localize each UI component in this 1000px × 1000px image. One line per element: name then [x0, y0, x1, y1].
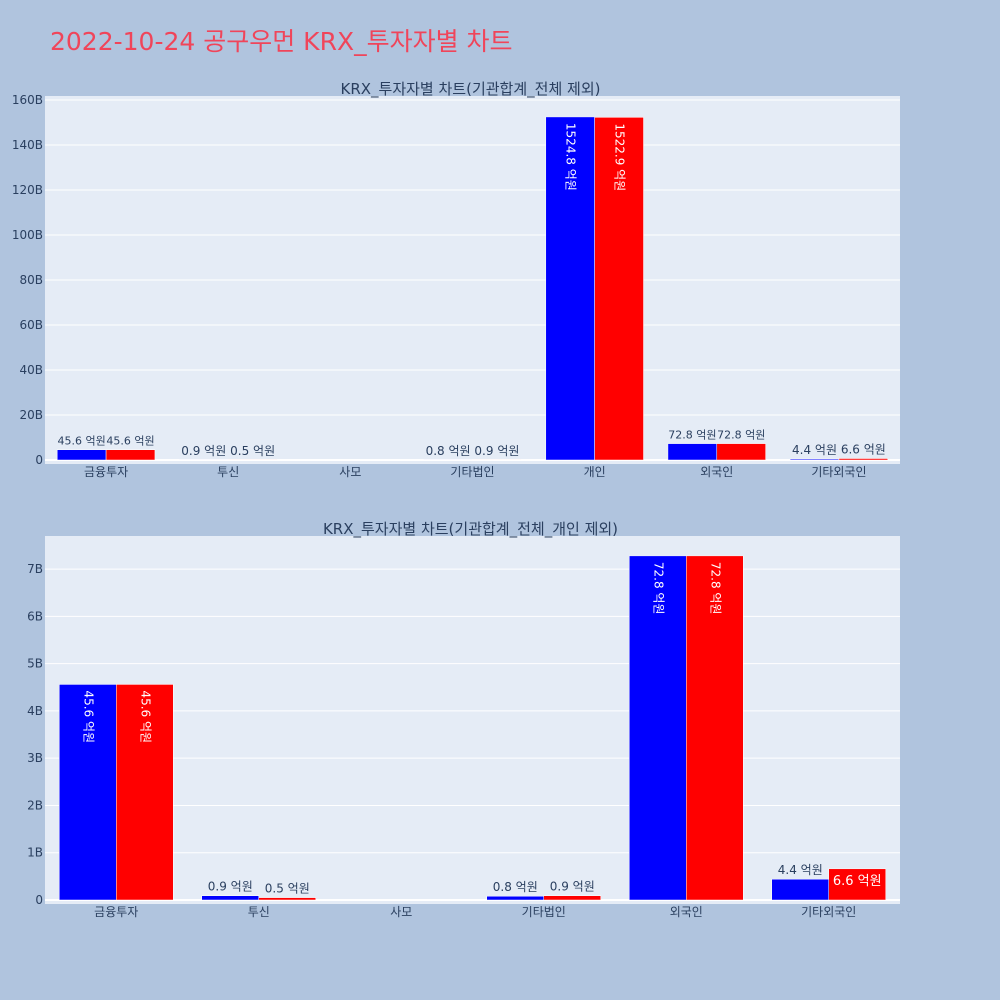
- y-tick-label: 0: [35, 893, 43, 907]
- bar: [105, 449, 156, 461]
- chart-title: KRX_투자자별 차트(기관합계_전체 제외): [341, 80, 601, 99]
- x-tick-label: 기타법인: [450, 465, 494, 479]
- data-label: 72.8 억원: [651, 562, 665, 615]
- bar: [828, 868, 886, 901]
- y-tick-label: 140B: [12, 138, 43, 152]
- x-tick-label: 금융투자: [84, 465, 128, 479]
- data-label: 45.6 억원: [58, 435, 106, 448]
- y-tick-label: 1B: [27, 846, 43, 860]
- y-tick-label: 120B: [12, 183, 43, 197]
- y-tick-label: 80B: [19, 273, 43, 287]
- data-label: 0.5 억원: [265, 882, 310, 896]
- x-tick-label: 투신: [217, 465, 239, 479]
- bar: [686, 555, 744, 901]
- y-tick-label: 3B: [27, 751, 43, 765]
- data-label: 1524.8 억원: [564, 123, 578, 191]
- x-tick-label: 사모: [339, 465, 361, 479]
- data-label: 72.8 억원: [717, 429, 765, 442]
- chart-title: KRX_투자자별 차트(기관합계_전체_개인 제외): [323, 520, 618, 539]
- bar: [789, 458, 840, 461]
- y-tick-label: 40B: [19, 363, 43, 377]
- y-tick-label: 20B: [19, 408, 43, 422]
- x-tick-label: 금융투자: [94, 905, 138, 919]
- data-label: 72.8 억원: [668, 429, 716, 442]
- data-label: 4.4 억원: [778, 863, 823, 877]
- data-label: 45.6 억원: [106, 435, 154, 448]
- bar: [771, 878, 829, 901]
- data-label: 45.6 억원: [81, 690, 95, 743]
- data-label: 0.9 억원: [181, 444, 226, 458]
- data-label: 0.5 억원: [230, 444, 275, 458]
- data-label: 6.6 억원: [833, 874, 882, 889]
- x-tick-label: 사모: [390, 905, 412, 919]
- bar: [543, 895, 601, 901]
- x-tick-label: 외국인: [670, 905, 703, 919]
- data-label: 0.9 억원: [474, 444, 519, 458]
- bar: [201, 895, 259, 901]
- bar-chart-1: KRX_투자자별 차트(기관합계_전체 제외) 0 20B 40B 60B 80B 100B…: [12, 80, 900, 479]
- bar: [116, 684, 174, 901]
- data-label: 1522.9 억원: [613, 123, 627, 191]
- bar: [629, 555, 687, 901]
- data-label: 0.8 억원: [493, 880, 538, 894]
- bar: [594, 117, 644, 461]
- y-tick-label: 2B: [27, 798, 43, 812]
- y-tick-label: 60B: [19, 318, 43, 332]
- y-tick-label: 160B: [12, 93, 43, 107]
- x-tick-label: 개인: [584, 465, 606, 479]
- y-tick-label: 5B: [27, 657, 43, 671]
- x-tick-label: 외국인: [700, 465, 733, 479]
- bar: [56, 449, 107, 461]
- y-tick-label: 6B: [27, 609, 43, 623]
- bar: [667, 443, 718, 461]
- x-tick-label: 기타법인: [522, 905, 566, 919]
- x-tick-label: 기타외국인: [811, 465, 866, 479]
- bar: [545, 116, 595, 461]
- bar: [486, 895, 544, 901]
- plot-area: [45, 536, 900, 904]
- y-tick-label: 100B: [12, 228, 43, 242]
- bar: [838, 458, 889, 461]
- data-label: 4.4 억원: [792, 443, 837, 457]
- data-label: 72.8 억원: [708, 562, 722, 615]
- page-title: 2022-10-24 공구우먼 KRX_투자자별 차트: [50, 27, 513, 56]
- bar-chart-2: KRX_투자자별 차트(기관합계_전체_개인 제외) 0 1B 2B 3B 4B 5B 6B 7…: [27, 520, 900, 919]
- data-label: 0.9 억원: [208, 880, 253, 894]
- y-tick-label: 4B: [27, 704, 43, 718]
- y-tick-label: 0: [35, 453, 43, 467]
- x-tick-label: 투신: [248, 905, 270, 919]
- y-tick-label: 7B: [27, 562, 43, 576]
- data-label: 6.6 억원: [841, 443, 886, 457]
- bar: [716, 443, 766, 461]
- data-label: 0.8 억원: [426, 444, 471, 458]
- bar: [59, 684, 117, 901]
- data-label: 45.6 억원: [138, 690, 152, 743]
- bar: [258, 897, 316, 901]
- data-label: 0.9 억원: [550, 880, 595, 894]
- x-tick-label: 기타외국인: [801, 905, 856, 919]
